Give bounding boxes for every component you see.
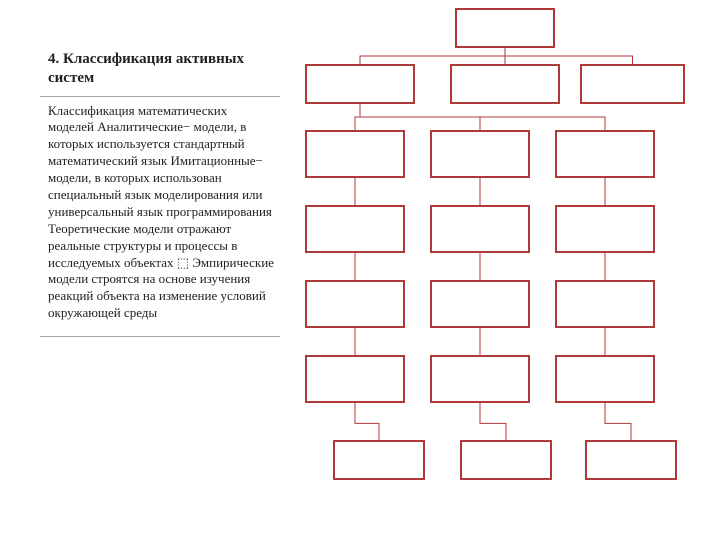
- node-root: [455, 8, 555, 48]
- node-bc3: [585, 440, 677, 480]
- node-r3c1: [305, 280, 405, 328]
- edge-l2a-r1c2: [360, 104, 480, 130]
- node-r4c1: [305, 355, 405, 403]
- node-bc1: [333, 440, 425, 480]
- text-card: 4. Классификация активных систем Классиф…: [40, 20, 280, 505]
- text-card-body: Классификация математических моделей Ана…: [40, 97, 280, 338]
- node-l2b: [450, 64, 560, 104]
- node-l2c: [580, 64, 685, 104]
- node-r1c3: [555, 130, 655, 178]
- node-r2c2: [430, 205, 530, 253]
- edge-r4c1-bc1: [355, 403, 379, 440]
- node-bc2: [460, 440, 552, 480]
- node-r4c2: [430, 355, 530, 403]
- node-r4c3: [555, 355, 655, 403]
- edge-l2a-r1c1: [355, 104, 360, 130]
- node-r3c2: [430, 280, 530, 328]
- edge-root-l2c: [505, 48, 633, 64]
- node-r2c3: [555, 205, 655, 253]
- edge-r4c3-bc3: [605, 403, 631, 440]
- node-r1c2: [430, 130, 530, 178]
- text-card-title: 4. Классификация активных систем: [40, 20, 280, 97]
- canvas: { "textcard": { "x": 40, "y": 20, "w": 2…: [0, 0, 720, 540]
- node-r1c1: [305, 130, 405, 178]
- edge-r4c2-bc2: [480, 403, 506, 440]
- node-r3c3: [555, 280, 655, 328]
- edge-l2a-r1c3: [360, 104, 605, 130]
- edge-root-l2a: [360, 48, 505, 64]
- node-r2c1: [305, 205, 405, 253]
- node-l2a: [305, 64, 415, 104]
